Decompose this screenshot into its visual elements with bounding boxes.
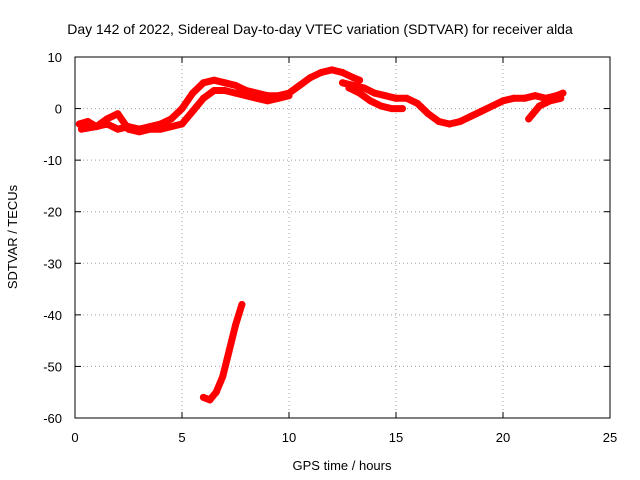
data-point (488, 102, 496, 110)
data-point (371, 89, 379, 97)
chart-title: Day 142 of 2022, Sidereal Day-to-day VTE… (67, 21, 573, 37)
data-point (167, 115, 175, 123)
data-point (525, 115, 533, 123)
x-tick-label: 5 (178, 430, 185, 445)
data-point (178, 105, 186, 113)
data-point (520, 94, 528, 102)
data-point (253, 94, 261, 102)
data-point (339, 79, 346, 87)
data-point (212, 388, 220, 396)
data-point (210, 87, 218, 95)
x-axis-label: GPS time / hours (293, 458, 392, 473)
data-point (349, 74, 357, 82)
data-point (345, 84, 353, 92)
data-point (178, 120, 186, 128)
y-tick-label: -10 (43, 153, 62, 168)
data-point (157, 125, 165, 133)
data-point (392, 94, 400, 102)
data-point (339, 68, 346, 76)
data-point (242, 92, 250, 100)
data-point (238, 301, 246, 309)
data-point (467, 112, 475, 120)
y-tick-label: 0 (55, 102, 62, 117)
x-tick-label: 25 (603, 430, 617, 445)
series-track-5 (525, 94, 565, 123)
data-point (510, 94, 518, 102)
data-point (328, 66, 336, 74)
series-track-6 (199, 301, 246, 404)
x-tick-label: 15 (389, 430, 403, 445)
data-point (377, 102, 385, 110)
data-point (546, 97, 554, 105)
data-point (232, 81, 239, 89)
data-point (535, 102, 543, 110)
data-point (146, 125, 154, 133)
x-tick-label: 20 (496, 430, 510, 445)
x-tick-label: 0 (71, 430, 78, 445)
y-axis-label: SDTVAR / TECUs (5, 184, 20, 289)
data-point (499, 97, 507, 105)
plot-frame (74, 56, 611, 419)
data-point (360, 84, 368, 92)
data-series (75, 66, 567, 404)
data-point (356, 89, 364, 97)
data-point (557, 94, 565, 102)
y-tick-label: 10 (48, 50, 62, 65)
data-point (435, 117, 443, 125)
data-point (77, 125, 85, 133)
data-point (92, 123, 100, 131)
y-tick-label: -60 (43, 411, 62, 426)
data-point (103, 115, 111, 123)
data-point (446, 120, 453, 128)
y-tick-label: -30 (43, 256, 62, 271)
y-tick-label: -50 (43, 359, 62, 374)
data-point (388, 105, 396, 113)
data-point (167, 123, 175, 131)
data-point (219, 373, 227, 381)
data-point (264, 97, 272, 105)
axis-ticks: 0 5 10 15 20 25 10 0 -10 -20 -30 -40 -50 -60 (43, 50, 617, 445)
data-point (225, 347, 233, 355)
x-tick-label: 10 (282, 430, 296, 445)
series-track-1 (75, 66, 364, 133)
y-tick-label: -40 (43, 308, 62, 323)
data-point (232, 321, 239, 329)
data-point (199, 94, 207, 102)
data-point (221, 79, 229, 87)
data-point (210, 76, 218, 84)
data-point (125, 125, 132, 133)
data-point (478, 107, 486, 115)
data-point (456, 117, 464, 125)
data-point (403, 94, 411, 102)
data-point (413, 99, 421, 107)
data-point (306, 74, 314, 82)
data-point (274, 94, 282, 102)
data-point (424, 110, 432, 118)
data-point (285, 92, 293, 100)
data-point (296, 81, 304, 89)
data-point (232, 89, 239, 97)
data-point (199, 393, 207, 401)
data-point (206, 396, 214, 404)
data-point (114, 125, 122, 133)
data-point (199, 79, 207, 87)
data-point (531, 92, 539, 100)
y-tick-label: -20 (43, 205, 62, 220)
data-point (221, 87, 229, 95)
data-point (356, 76, 364, 84)
data-point (381, 92, 389, 100)
data-point (366, 97, 374, 105)
data-point (135, 128, 143, 136)
series-track-3 (339, 79, 567, 128)
data-point (84, 117, 92, 125)
data-point (114, 110, 122, 118)
grid-lines (75, 57, 610, 418)
data-point (189, 107, 197, 115)
data-point (317, 68, 325, 76)
data-point (189, 89, 197, 97)
data-point (398, 105, 406, 113)
